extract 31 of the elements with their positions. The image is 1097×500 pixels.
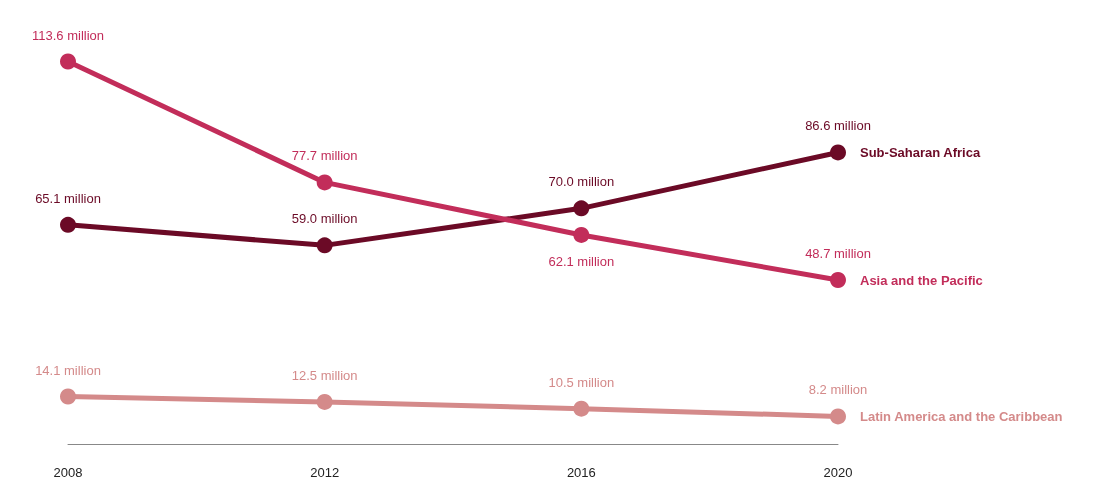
point	[316, 393, 333, 410]
data-label: 8.2 million	[808, 382, 868, 398]
point	[830, 408, 846, 425]
data-label: 77.7 million	[291, 148, 358, 164]
point	[573, 400, 590, 417]
data-label: 86.6 million	[805, 118, 871, 134]
series-label: Latin America and the Caribbean	[860, 408, 1063, 424]
point	[60, 216, 76, 233]
data-label: 65.1 million	[35, 190, 101, 206]
data-label: 70.0 million	[548, 174, 615, 190]
point	[573, 200, 590, 217]
point	[573, 226, 590, 243]
point	[830, 144, 846, 161]
data-label: 62.1 million	[548, 253, 615, 269]
x-tick-label: 2008	[53, 465, 83, 480]
point	[830, 272, 846, 289]
series-label: Asia and the Pacific	[860, 272, 983, 288]
series-label: Sub-Saharan Africa	[860, 144, 981, 160]
data-label: 14.1 million	[35, 362, 101, 378]
data-label: 10.5 million	[548, 374, 615, 390]
x-tick-label: 2012	[310, 465, 340, 480]
point	[60, 53, 76, 70]
x-tick-label: 2016	[566, 465, 596, 480]
data-label: 12.5 million	[291, 367, 358, 383]
data-label: 113.6 million	[31, 27, 105, 43]
point	[316, 174, 333, 191]
point	[316, 237, 333, 254]
data-label: 48.7 million	[805, 246, 871, 262]
data-label: 59.0 million	[291, 211, 358, 227]
point	[60, 388, 76, 405]
x-tick-label: 2020	[823, 465, 853, 480]
